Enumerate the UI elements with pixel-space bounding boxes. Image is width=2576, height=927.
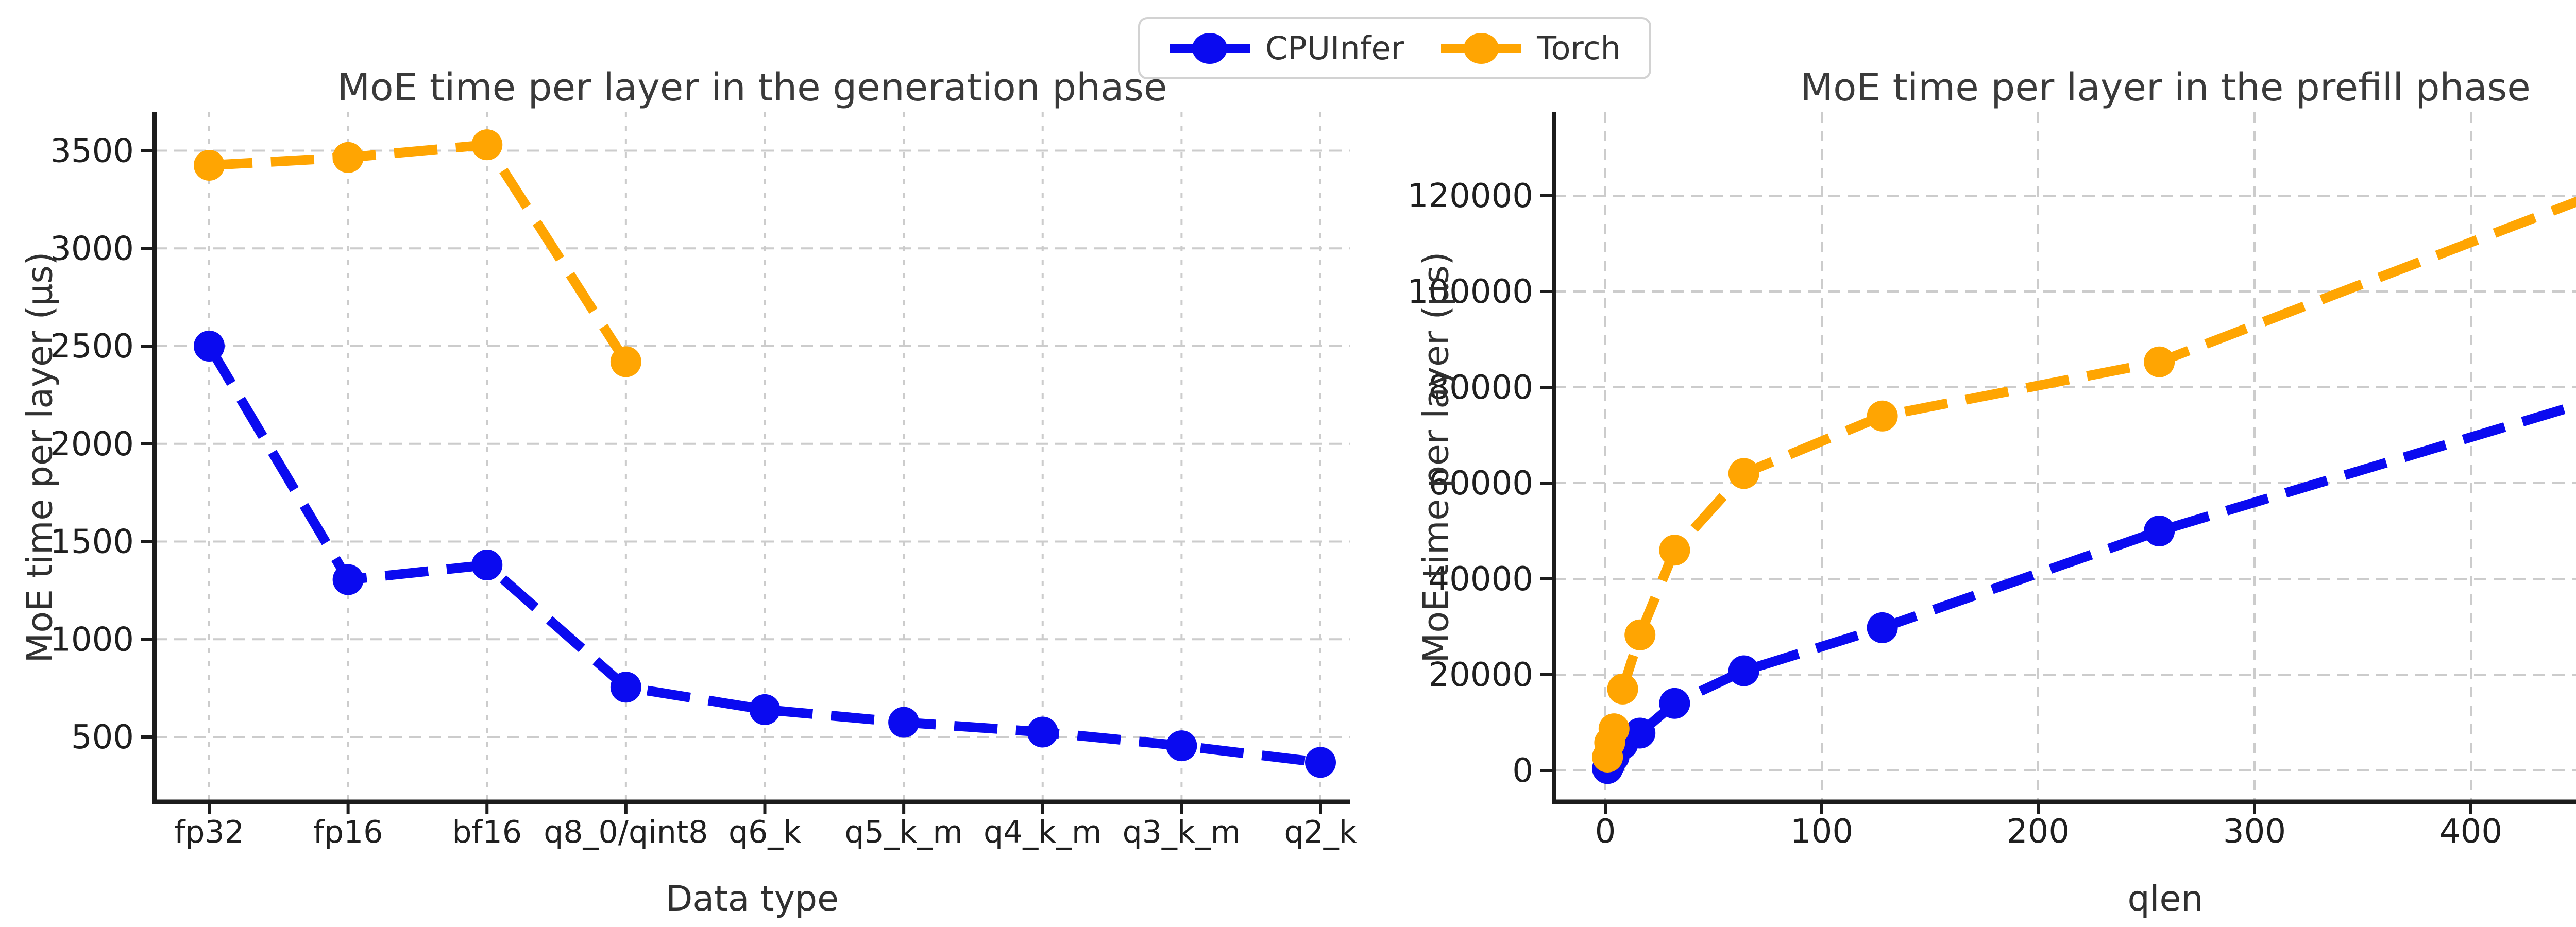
generation-xaxis-label: Data type bbox=[666, 879, 839, 919]
data-point bbox=[1598, 713, 1630, 745]
generation-chart-title: MoE time per layer in the generation pha… bbox=[337, 65, 1167, 110]
data-point bbox=[1624, 717, 1656, 749]
legend-item-cpuinfer: CPUInfer bbox=[1168, 25, 1404, 72]
prefill-chart: 0 20000 40000 60000 80000 100000 120000 0 100 200… bbox=[1408, 112, 2576, 851]
data-point bbox=[471, 129, 503, 161]
y-tick-label: 1500 bbox=[50, 523, 134, 561]
data-point bbox=[1728, 655, 1759, 686]
cpuinfer-line-marker-icon bbox=[1170, 32, 1250, 64]
y-tick-label: 40000 bbox=[1428, 560, 1533, 598]
generation-yaxis-label: MoE time per layer (μs) bbox=[20, 251, 61, 663]
data-point bbox=[1728, 458, 1759, 489]
x-tick-label: q5_k_m bbox=[844, 814, 962, 850]
prefill-xaxis-label: qlen bbox=[2127, 879, 2204, 919]
data-point bbox=[1867, 400, 1898, 432]
x-tick-label: 200 bbox=[2007, 813, 2070, 851]
data-point bbox=[610, 346, 641, 377]
x-tick-label: bf16 bbox=[452, 814, 522, 850]
legend-label-torch: Torch bbox=[1537, 29, 1621, 67]
data-point bbox=[1166, 730, 1197, 762]
data-line bbox=[209, 140, 630, 365]
x-tick-label: fp32 bbox=[174, 814, 244, 850]
legend-item-torch: Torch bbox=[1440, 25, 1621, 72]
torch-line-marker-icon bbox=[1441, 32, 1522, 64]
data-point bbox=[194, 331, 225, 362]
data-point bbox=[1305, 747, 1336, 778]
legend-label-cpuinfer: CPUInfer bbox=[1265, 29, 1404, 67]
data-point bbox=[1607, 673, 1638, 705]
x-tick-label: q4_k_m bbox=[984, 814, 1101, 850]
x-tick-label: 400 bbox=[2439, 813, 2502, 851]
y-tick-label: 120000 bbox=[1408, 177, 1533, 215]
y-tick-label: 80000 bbox=[1428, 369, 1533, 407]
x-tick-label: q6_k bbox=[728, 814, 801, 850]
data-point bbox=[749, 694, 781, 725]
prefill-chart-title: MoE time per layer in the prefill phase bbox=[1800, 65, 2531, 110]
y-tick-label: 2500 bbox=[50, 328, 134, 366]
y-tick-label: 3000 bbox=[50, 230, 134, 268]
data-point bbox=[2144, 516, 2175, 546]
data-line bbox=[1603, 400, 2576, 771]
data-point bbox=[471, 550, 503, 581]
data-point bbox=[1624, 619, 1656, 650]
data-point bbox=[1867, 612, 1898, 643]
data-point bbox=[1659, 535, 1690, 566]
data-point bbox=[610, 672, 641, 703]
y-tick-label: 60000 bbox=[1428, 465, 1533, 503]
data-point bbox=[332, 142, 364, 173]
legend: CPUInfer Torch bbox=[1138, 17, 1651, 79]
x-tick-label: 0 bbox=[1595, 813, 1616, 851]
data-line bbox=[205, 344, 1321, 767]
x-tick-label: q8_0/qint8 bbox=[544, 814, 708, 850]
y-tick-label: 500 bbox=[71, 718, 134, 757]
generation-chart: 500 1000 1500 2000 2500 3000 3500 fp32 fp16 bf16 q… bbox=[50, 112, 1357, 850]
y-tick-label: 0 bbox=[1512, 752, 1533, 790]
y-tick-label: 20000 bbox=[1428, 656, 1533, 694]
data-point bbox=[2144, 346, 2175, 377]
data-point bbox=[332, 564, 364, 595]
x-tick-label: fp16 bbox=[313, 814, 383, 850]
data-point bbox=[888, 707, 920, 738]
data-point bbox=[1659, 688, 1690, 719]
prefill-yaxis-label: MoE time per layer (μs) bbox=[1416, 251, 1457, 663]
y-tick-label: 3500 bbox=[50, 132, 134, 170]
data-point bbox=[1027, 716, 1058, 748]
x-tick-label: 100 bbox=[1790, 813, 1853, 851]
y-tick-label: 100000 bbox=[1408, 273, 1533, 311]
y-tick-label: 2000 bbox=[50, 425, 134, 464]
x-tick-label: q2_k bbox=[1284, 814, 1357, 850]
x-tick-label: 300 bbox=[2223, 813, 2286, 851]
data-point bbox=[194, 149, 225, 181]
y-tick-label: 1000 bbox=[50, 621, 134, 659]
x-tick-label: q3_k_m bbox=[1123, 814, 1241, 850]
